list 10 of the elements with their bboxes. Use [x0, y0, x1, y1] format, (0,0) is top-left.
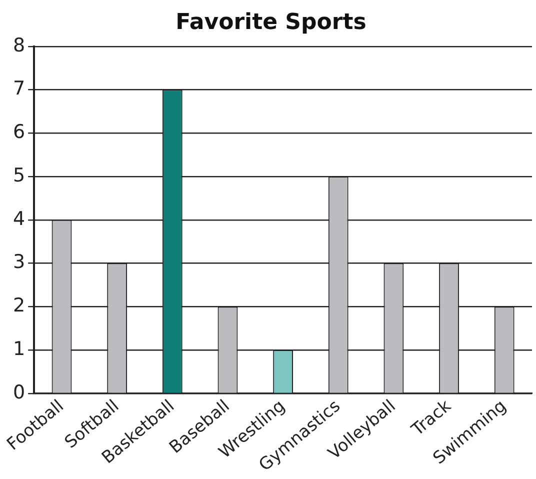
- y-tick-label: 0: [12, 381, 26, 404]
- y-tick-label: 6: [12, 121, 26, 144]
- chart-title: Favorite Sports: [176, 10, 366, 35]
- y-tick-label: 3: [12, 251, 26, 274]
- y-tick-label: 1: [12, 338, 26, 360]
- y-tick-label: 8: [12, 34, 26, 56]
- y-tick-label: 2: [12, 294, 26, 317]
- y-tick-label: 5: [12, 164, 26, 186]
- y-tick-label: 4: [12, 208, 26, 230]
- y-tick-label: 7: [12, 78, 26, 100]
